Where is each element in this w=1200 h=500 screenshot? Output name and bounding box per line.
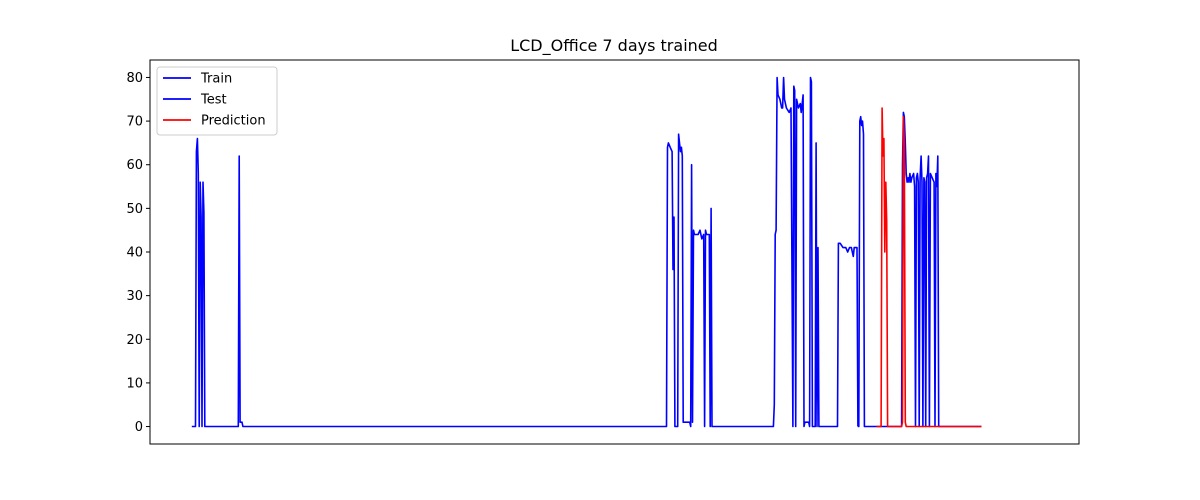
legend-label-train: Train	[200, 72, 232, 87]
y-tick-label: 10	[126, 376, 143, 391]
y-tick-label: 30	[126, 289, 143, 304]
y-tick-label: 50	[126, 202, 143, 217]
series-line-prediction	[876, 107, 982, 428]
legend-label-prediction: Prediction	[201, 114, 266, 129]
series-line-test	[857, 111, 982, 428]
legend: Train Test Prediction	[156, 66, 278, 136]
legend-box	[156, 66, 278, 136]
series-line-train	[191, 76, 859, 428]
y-axis: 0 10 20 30 40 50 60 70 80	[126, 71, 150, 435]
series-lines	[191, 76, 982, 428]
y-tick-label: 70	[126, 115, 143, 130]
y-tick-label: 20	[126, 333, 143, 348]
y-tick-label: 60	[126, 158, 143, 173]
y-tick-label: 40	[126, 246, 143, 261]
legend-label-test: Test	[200, 93, 227, 108]
chart-title: LCD_Office 7 days trained	[510, 36, 718, 56]
y-tick-label: 0	[135, 420, 143, 435]
y-tick-label: 80	[126, 71, 143, 86]
plot-frame	[149, 59, 1080, 445]
